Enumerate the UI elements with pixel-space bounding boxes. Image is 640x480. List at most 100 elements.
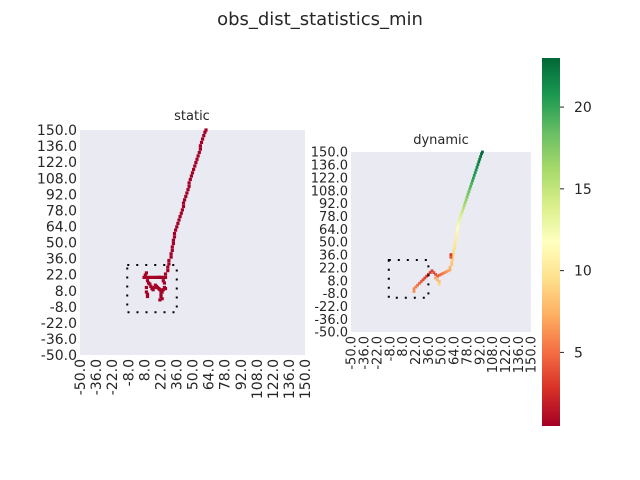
static-cell-23 <box>181 204 186 209</box>
static-cell-15 <box>188 177 192 182</box>
static-x-tick-label: 22.0 <box>153 359 169 390</box>
dynamic-cell-20 <box>463 203 466 207</box>
static-cell-0 <box>204 128 208 132</box>
dynamic-cell-50 <box>437 273 441 277</box>
dynamic-cell-32 <box>454 236 458 239</box>
static-cell-51 <box>151 275 155 279</box>
static-cell-83 <box>160 297 164 301</box>
dynamic-cell-54 <box>430 269 434 273</box>
colorbar-tick-label: 20 <box>574 100 592 116</box>
dynamic-ego-box <box>387 259 430 299</box>
static-y-tick-label: -22.0 <box>41 316 77 332</box>
static-cell-61 <box>149 284 153 288</box>
dynamic-cell-49 <box>439 273 443 276</box>
static-cell-4 <box>199 140 204 144</box>
static-cell-10 <box>194 161 198 165</box>
static-x-tick-labels: -50.0 -36.0 -22.0 -8.0 8.0 22.0 36.0 50.0 64.0 78… <box>73 359 314 399</box>
static-cell-6 <box>198 147 202 151</box>
dynamic-x-tick-label: -8.0 <box>383 336 398 361</box>
dynamic-cell-29 <box>455 228 459 231</box>
static-cell-25 <box>179 211 183 215</box>
dynamic-cell-63 <box>414 285 418 289</box>
dynamic-cell-34 <box>454 241 457 245</box>
static-y-tick-label: 36.0 <box>46 252 77 268</box>
dynamic-cell-5 <box>476 163 480 166</box>
static-cell-12 <box>192 167 196 171</box>
static-x-tick-label: 36.0 <box>169 359 185 390</box>
static-cell-38 <box>169 255 173 259</box>
dynamic-cell-23 <box>460 211 464 215</box>
dynamic-cell-12 <box>470 182 473 185</box>
static-x-tick-label: -8.0 <box>121 359 137 386</box>
dynamic-cell-11 <box>471 179 474 183</box>
dynamic-cell-31 <box>454 233 458 237</box>
static-cell-5 <box>198 144 202 148</box>
dynamic-cell-40 <box>451 257 455 261</box>
static-y-tick-label: 78.0 <box>46 203 77 219</box>
static-cell-82 <box>159 294 163 299</box>
static-cell-57 <box>144 271 148 275</box>
dynamic-cells <box>412 150 484 293</box>
static-cell-50 <box>153 275 157 279</box>
colorbar-tick-label: 10 <box>574 264 592 280</box>
static-y-tick-label: 136.0 <box>37 139 77 155</box>
dynamic-y-tick-label: 22.0 <box>319 261 348 276</box>
static-x-tick-label: 78.0 <box>218 359 234 390</box>
dynamic-cell-61 <box>418 282 421 285</box>
colorbar: 5 10 15 20 <box>542 58 592 426</box>
colorbar-ticks: 5 10 15 20 <box>560 100 592 361</box>
dynamic-x-tick-label: 136.0 <box>512 336 527 373</box>
static-plot-area <box>80 130 305 355</box>
dynamic-y-tick-label: 92.0 <box>319 197 348 212</box>
static-cell-72 <box>160 290 164 294</box>
dynamic-cell-37 <box>452 249 455 253</box>
static-x-tick-label: 50.0 <box>186 359 202 390</box>
static-cell-75 <box>163 287 168 291</box>
dynamic-cell-67 <box>436 278 439 282</box>
static-cell-45 <box>161 275 165 279</box>
static-ego-box <box>126 264 178 314</box>
dynamic-cell-64 <box>412 287 416 291</box>
static-cell-28 <box>176 221 180 225</box>
static-cell-58 <box>145 279 150 283</box>
dynamic-cell-21 <box>462 206 465 210</box>
dynamic-y-tick-label: 108.0 <box>311 184 348 199</box>
dynamic-y-tick-labels: 150.0136.0122.0108.092.078.064.050.036.0… <box>311 146 348 341</box>
static-cells <box>142 128 208 302</box>
static-y-tick-label: 108.0 <box>37 171 77 187</box>
dynamic-x-tick-label: 78.0 <box>460 336 475 365</box>
static-y-tick-label: 50.0 <box>46 236 77 252</box>
static-y-tick-label: -8.0 <box>50 300 77 316</box>
dynamic-ego-box-outline <box>387 259 430 299</box>
dynamic-cell-16 <box>466 192 470 196</box>
dynamic-cell-8 <box>473 171 477 175</box>
static-y-tick-label: 122.0 <box>37 155 77 171</box>
dynamic-x-tick-label: -50.0 <box>345 336 360 370</box>
static-x-tick-label: 64.0 <box>202 359 218 390</box>
colorbar-gradient <box>542 58 560 426</box>
static-y-tick-label: 150.0 <box>37 123 77 139</box>
static-x-tick-label: 136.0 <box>282 359 298 399</box>
dynamic-y-tick-label: 122.0 <box>311 171 348 186</box>
static-y-tick-label: 8.0 <box>55 284 77 300</box>
static-cell-22 <box>181 201 186 205</box>
dynamic-cell-47 <box>443 271 446 274</box>
dynamic-x-tick-label: 108.0 <box>486 336 501 373</box>
static-y-tick-label: -36.0 <box>41 332 77 348</box>
static-cell-14 <box>189 174 193 178</box>
dynamic-cell-0 <box>481 150 484 154</box>
dynamic-y-tick-label: 78.0 <box>319 210 348 225</box>
static-cell-42 <box>166 269 170 273</box>
dynamic-cell-6 <box>475 165 479 169</box>
static-cell-19 <box>185 191 189 195</box>
static-cell-71 <box>159 292 163 296</box>
static-x-tick-label: -36.0 <box>89 359 105 395</box>
colorbar-tick-label: 15 <box>574 182 592 198</box>
dynamic-cell-19 <box>463 201 467 204</box>
dynamic-x-tick-label: 92.0 <box>473 336 488 365</box>
dynamic-cell-58 <box>423 276 427 280</box>
dynamic-y-tick-label: 8.0 <box>327 274 348 289</box>
dynamic-cell-39 <box>451 255 455 258</box>
dynamic-y-tick-label: 136.0 <box>311 159 348 174</box>
